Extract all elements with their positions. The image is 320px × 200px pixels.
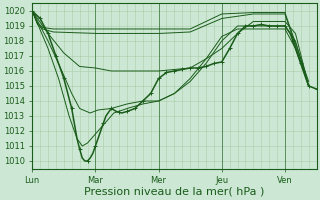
X-axis label: Pression niveau de la mer( hPa ): Pression niveau de la mer( hPa ): [84, 187, 265, 197]
